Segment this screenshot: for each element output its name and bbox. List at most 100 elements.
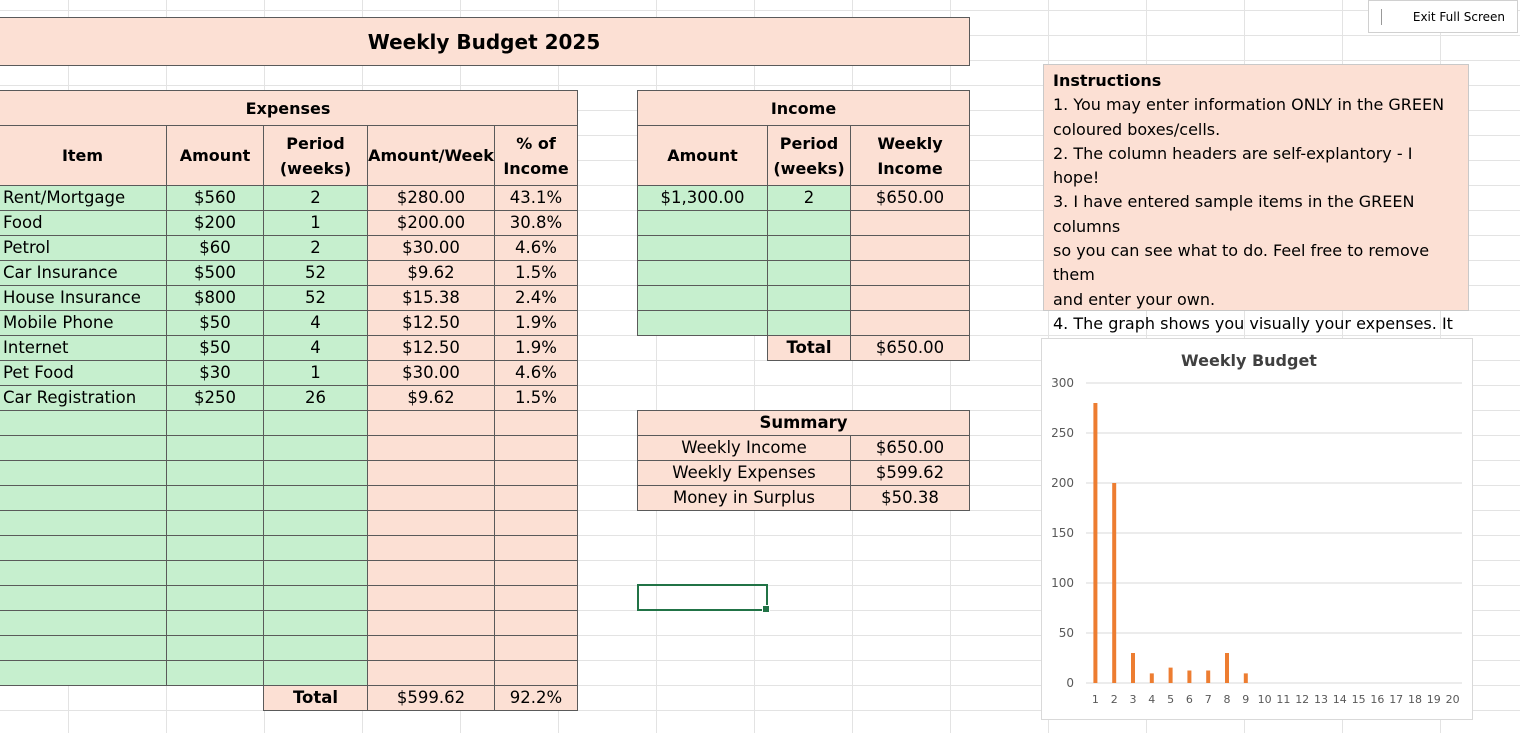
expenses-total-per-week[interactable]: $599.62 (367, 685, 495, 711)
expense-cell-period[interactable]: 1 (263, 360, 368, 386)
expense-cell-per_week[interactable]: $9.62 (367, 260, 495, 286)
expense-cell-item[interactable]: Mobile Phone (0, 310, 167, 336)
expense-cell-period[interactable]: 2 (263, 235, 368, 261)
expense-cell-period[interactable]: 52 (263, 285, 368, 311)
summary-header[interactable]: Summary (637, 410, 970, 436)
income-cell-period[interactable]: 2 (767, 185, 851, 211)
expense-cell-period[interactable] (263, 560, 368, 586)
expense-cell-per_week[interactable]: $30.00 (367, 235, 495, 261)
income-cell-amount[interactable] (637, 285, 768, 311)
expense-cell-amount[interactable] (166, 485, 264, 511)
income-cell-weekly[interactable] (850, 310, 970, 336)
expense-cell-pct[interactable]: 4.6% (494, 235, 578, 261)
expense-cell-pct[interactable] (494, 485, 578, 511)
expense-cell-pct[interactable]: 1.5% (494, 385, 578, 411)
expense-cell-item[interactable] (0, 560, 167, 586)
expense-cell-period[interactable] (263, 660, 368, 686)
expense-cell-item[interactable] (0, 510, 167, 536)
expense-cell-item[interactable]: Petrol (0, 235, 167, 261)
expense-cell-per_week[interactable]: $30.00 (367, 360, 495, 386)
selected-cell[interactable] (637, 584, 770, 613)
expense-cell-amount[interactable] (166, 610, 264, 636)
expense-cell-per_week[interactable] (367, 435, 495, 461)
expense-cell-item[interactable] (0, 410, 167, 436)
expense-cell-per_week[interactable] (367, 485, 495, 511)
expense-cell-per_week[interactable]: $12.50 (367, 335, 495, 361)
expense-cell-item[interactable]: Car Insurance (0, 260, 167, 286)
income-cell-amount[interactable] (637, 260, 768, 286)
expense-cell-pct[interactable] (494, 460, 578, 486)
expense-cell-item[interactable]: Pet Food (0, 360, 167, 386)
expense-cell-item[interactable] (0, 460, 167, 486)
instructions-box[interactable]: Instructions 1. You may enter informatio… (1043, 64, 1469, 357)
income-cell-weekly[interactable] (850, 285, 970, 311)
expense-cell-item[interactable]: Food (0, 210, 167, 236)
fill-handle[interactable] (762, 605, 770, 613)
income-cell-period[interactable] (767, 235, 851, 261)
income-cell-period[interactable] (767, 285, 851, 311)
expense-cell-pct[interactable] (494, 510, 578, 536)
col-header-amount-week[interactable]: Amount/Week (367, 125, 495, 186)
expense-cell-pct[interactable]: 30.8% (494, 210, 578, 236)
expense-cell-item[interactable] (0, 585, 167, 611)
expense-cell-per_week[interactable] (367, 510, 495, 536)
expense-cell-amount[interactable]: $30 (166, 360, 264, 386)
expense-cell-amount[interactable] (166, 435, 264, 461)
expense-cell-per_week[interactable]: $15.38 (367, 285, 495, 311)
expense-cell-per_week[interactable] (367, 460, 495, 486)
expense-cell-period[interactable] (263, 510, 368, 536)
expense-cell-per_week[interactable] (367, 535, 495, 561)
expense-cell-per_week[interactable] (367, 560, 495, 586)
expense-cell-amount[interactable] (166, 560, 264, 586)
expense-cell-item[interactable]: House Insurance (0, 285, 167, 311)
expense-cell-pct[interactable]: 4.6% (494, 360, 578, 386)
income-total-label[interactable]: Total (767, 335, 851, 361)
expense-cell-item[interactable] (0, 610, 167, 636)
income-cell-weekly[interactable] (850, 235, 970, 261)
expense-cell-period[interactable] (263, 585, 368, 611)
expense-cell-period[interactable]: 4 (263, 335, 368, 361)
expense-cell-pct[interactable]: 2.4% (494, 285, 578, 311)
expense-cell-amount[interactable] (166, 460, 264, 486)
expense-cell-per_week[interactable] (367, 610, 495, 636)
expense-cell-per_week[interactable]: $12.50 (367, 310, 495, 336)
expenses-total-pct[interactable]: 92.2% (494, 685, 578, 711)
expense-cell-amount[interactable]: $500 (166, 260, 264, 286)
expense-cell-item[interactable]: Internet (0, 335, 167, 361)
expense-cell-period[interactable] (263, 485, 368, 511)
income-cell-period[interactable] (767, 310, 851, 336)
expense-cell-pct[interactable]: 1.9% (494, 310, 578, 336)
expense-cell-per_week[interactable]: $9.62 (367, 385, 495, 411)
summary-label[interactable]: Money in Surplus (637, 485, 851, 511)
summary-label[interactable]: Weekly Expenses (637, 460, 851, 486)
expense-cell-per_week[interactable]: $280.00 (367, 185, 495, 211)
expense-cell-item[interactable] (0, 535, 167, 561)
expense-cell-amount[interactable] (166, 635, 264, 661)
income-col-header-amount[interactable]: Amount (637, 125, 768, 186)
income-col-header-weekly[interactable]: Weekly Income (850, 125, 970, 186)
summary-value[interactable]: $50.38 (850, 485, 970, 511)
expense-cell-pct[interactable] (494, 660, 578, 686)
expense-cell-period[interactable]: 2 (263, 185, 368, 211)
summary-label[interactable]: Weekly Income (637, 435, 851, 461)
expense-cell-amount[interactable] (166, 585, 264, 611)
expense-cell-amount[interactable] (166, 535, 264, 561)
expense-cell-period[interactable] (263, 535, 368, 561)
expenses-total-label[interactable]: Total (263, 685, 368, 711)
expense-cell-pct[interactable] (494, 585, 578, 611)
expense-cell-pct[interactable] (494, 535, 578, 561)
expense-cell-period[interactable] (263, 610, 368, 636)
weekly-budget-chart[interactable]: Weekly Budget 0 50 100 150 200 250 300 1 2 3 4 5 6 7 8 9… (1041, 338, 1473, 720)
expense-cell-period[interactable]: 1 (263, 210, 368, 236)
col-header-pct-income[interactable]: % of Income (494, 125, 578, 186)
col-header-item[interactable]: Item (0, 125, 167, 186)
income-cell-period[interactable] (767, 260, 851, 286)
summary-value[interactable]: $599.62 (850, 460, 970, 486)
exit-full-screen-button[interactable]: Exit Full Screen (1368, 0, 1518, 33)
expense-cell-item[interactable] (0, 435, 167, 461)
income-cell-amount[interactable] (637, 235, 768, 261)
expense-cell-pct[interactable]: 1.5% (494, 260, 578, 286)
expense-cell-amount[interactable]: $200 (166, 210, 264, 236)
expense-cell-item[interactable] (0, 485, 167, 511)
income-cell-amount[interactable] (637, 310, 768, 336)
